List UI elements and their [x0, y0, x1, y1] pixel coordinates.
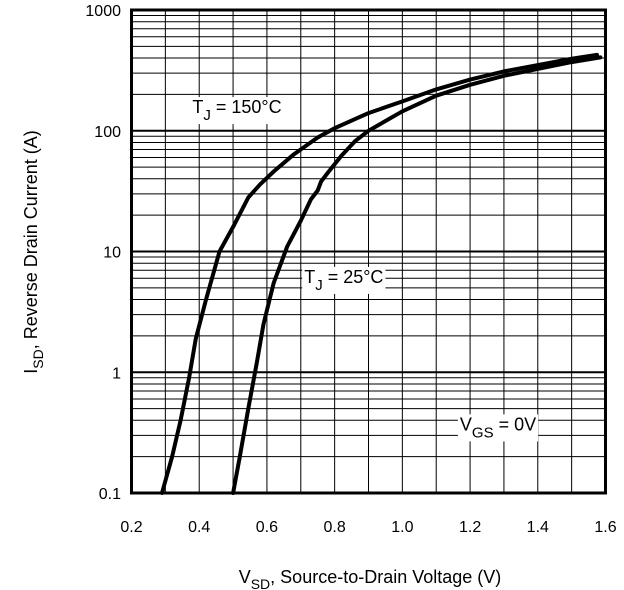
- y-axis-label: ISD, Reverse Drain Current (A): [21, 130, 46, 374]
- y-tick-label: 0.1: [99, 486, 121, 503]
- y-tick-labels: 0.1 1 10 100 1000: [85, 3, 121, 503]
- curve-annotation-3: VGS = 0V: [457, 414, 539, 442]
- x-tick-label: 1.6: [594, 519, 616, 536]
- x-tick-label: 1.4: [527, 519, 549, 536]
- series-group: [160, 52, 603, 495]
- grid-lines: [131, 10, 606, 493]
- x-tick-label: 0.6: [256, 519, 278, 536]
- svg-text:VGS = 0V: VGS = 0V: [460, 414, 536, 441]
- plot-frame: [130, 8, 607, 495]
- y-tick-label: 1: [112, 365, 121, 382]
- y-tick-label: 100: [94, 124, 121, 141]
- x-tick-labels: 0.2 0.4 0.6 0.8 1.0 1.2 1.4 1.6: [120, 519, 616, 536]
- x-tick-label: 0.4: [188, 519, 210, 536]
- x-tick-label: 0.8: [323, 519, 345, 536]
- svg-text:TJ = 25°C: TJ = 25°C: [304, 267, 383, 294]
- x-tick-label: 1.2: [459, 519, 481, 536]
- curve-annotation-1: TJ = 150°C: [190, 97, 284, 125]
- series-line-1: [160, 52, 599, 495]
- y-tick-label: 1000: [85, 3, 121, 20]
- x-tick-label: 1.0: [391, 519, 413, 536]
- series-line-2: [231, 55, 603, 495]
- annotations: TJ = 150°C TJ = 25°C VGS = 0V: [190, 97, 539, 442]
- svg-text:TJ = 150°C: TJ = 150°C: [192, 97, 281, 124]
- x-tick-label: 0.2: [120, 519, 142, 536]
- y-tick-label: 10: [103, 245, 121, 262]
- x-axis-label: VSD, Source-to-Drain Voltage (V): [239, 567, 502, 590]
- curve-annotation-2: TJ = 25°C: [302, 266, 386, 294]
